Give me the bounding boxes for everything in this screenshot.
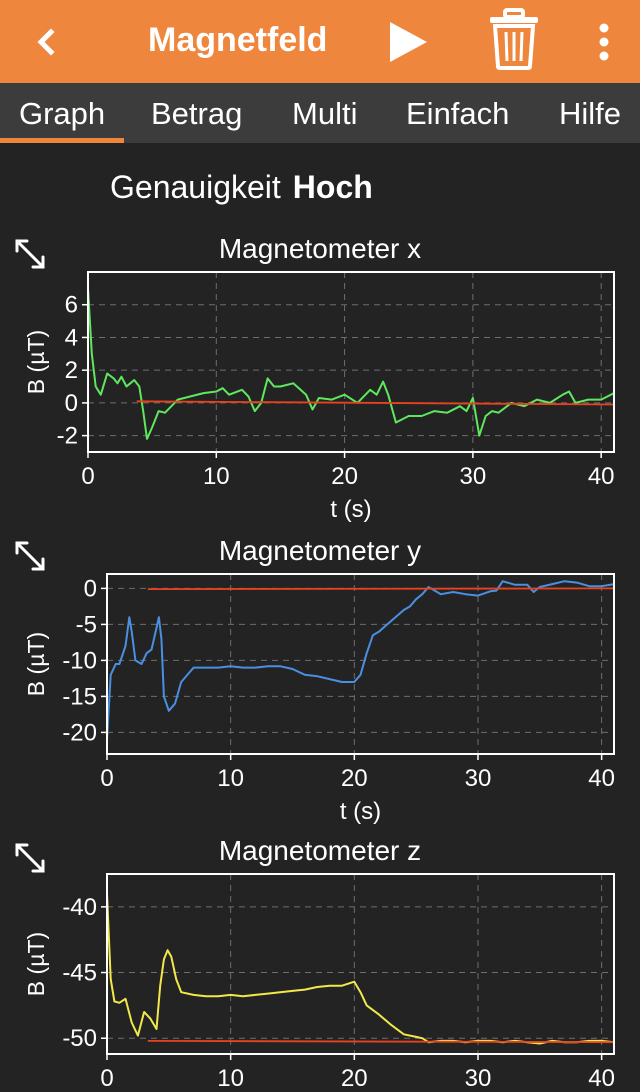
expand-icon[interactable]: [12, 236, 48, 272]
data-series-line: [87, 288, 615, 440]
x-tick-label: 20: [331, 463, 358, 490]
x-tick-label: 30: [465, 1065, 492, 1092]
x-tick-label: 30: [465, 765, 492, 792]
x-axis-label: t (s): [340, 798, 381, 825]
plot-frame: [87, 271, 615, 453]
y-tick-label: 4: [65, 324, 78, 351]
y-tick-label: -20: [62, 719, 97, 746]
more-menu-button[interactable]: [584, 14, 624, 70]
chart-grid: [106, 874, 614, 1054]
data-series-line: [106, 893, 615, 1045]
x-tick-label: 20: [341, 765, 368, 792]
app-title: Magnetfeld: [148, 21, 328, 59]
magnetometer-z-chart[interactable]: Magnetometer z 0 10 20 30 40 -50 -45 -40 B (µT): [0, 829, 640, 1092]
delete-button[interactable]: [484, 6, 544, 72]
x-tick-label: 0: [100, 1065, 113, 1092]
x-tick-label: 0: [81, 463, 94, 490]
accuracy-indicator: Genauigkeit Hoch: [110, 165, 373, 209]
play-button[interactable]: [380, 14, 436, 70]
expand-icon[interactable]: [12, 840, 48, 876]
plot-frame: [106, 573, 615, 755]
y-tick-label: -15: [62, 683, 97, 710]
accuracy-value: Hoch: [292, 169, 373, 205]
y-axis-label: B (µT): [23, 932, 49, 996]
y-tick-label: -2: [57, 423, 78, 450]
x-tick-label: 40: [588, 765, 615, 792]
x-axis-label: t (s): [330, 496, 371, 523]
chart-title: Magnetometer x: [219, 233, 421, 264]
tab-graph[interactable]: Graph: [0, 83, 125, 143]
reference-line: [147, 587, 615, 590]
chart-grid: [106, 574, 614, 754]
back-button[interactable]: [18, 14, 74, 70]
expand-icon[interactable]: [12, 538, 48, 574]
reference-line: [147, 1039, 615, 1044]
accuracy-label: Genauigkeit: [110, 169, 281, 205]
x-tick-label: 10: [217, 1065, 244, 1092]
tab-multi[interactable]: Multi: [292, 96, 358, 131]
trash-icon: [490, 8, 538, 70]
y-tick-label: -50: [62, 1025, 97, 1052]
play-icon: [390, 22, 427, 62]
x-tick-label: 40: [588, 463, 615, 490]
x-tick-label: 10: [203, 463, 230, 490]
reference-line: [136, 400, 615, 406]
y-tick-label: -45: [62, 960, 97, 987]
x-tick-label: 10: [217, 765, 244, 792]
y-axis-label: B (µT): [23, 330, 49, 394]
data-series-line: [106, 580, 615, 740]
x-tick-label: 0: [100, 765, 113, 792]
chart-title: Magnetometer y: [219, 535, 421, 566]
more-vertical-icon: [599, 23, 609, 61]
x-tick-label: 20: [341, 1065, 368, 1092]
y-tick-label: 0: [65, 390, 78, 417]
y-axis-label: B (µT): [23, 632, 49, 696]
plot-frame: [106, 873, 615, 1055]
y-tick-label: -10: [62, 647, 97, 674]
tab-bar: Graph Betrag Multi Einfach Hilfe: [0, 83, 640, 143]
y-tick-label: -5: [76, 611, 97, 638]
x-tick-label: 40: [588, 1065, 615, 1092]
app-header: Magnetfeld: [0, 0, 640, 83]
tab-hilfe[interactable]: Hilfe: [559, 96, 622, 131]
x-tick-label: 30: [460, 463, 487, 490]
chart-title: Magnetometer z: [219, 835, 421, 866]
tab-einfach[interactable]: Einfach: [406, 96, 510, 131]
tab-betrag[interactable]: Betrag: [151, 96, 243, 131]
chart-grid: [87, 272, 614, 452]
chevron-left-icon: [37, 28, 55, 56]
y-tick-label: -40: [62, 894, 97, 921]
y-tick-label: 0: [84, 575, 97, 602]
magnetometer-y-chart[interactable]: Magnetometer y 0 10 20 30 40 -20 -15 -10 -5 0 t (s)…: [0, 527, 640, 827]
y-tick-label: 6: [65, 292, 78, 319]
y-tick-label: 2: [65, 357, 78, 384]
